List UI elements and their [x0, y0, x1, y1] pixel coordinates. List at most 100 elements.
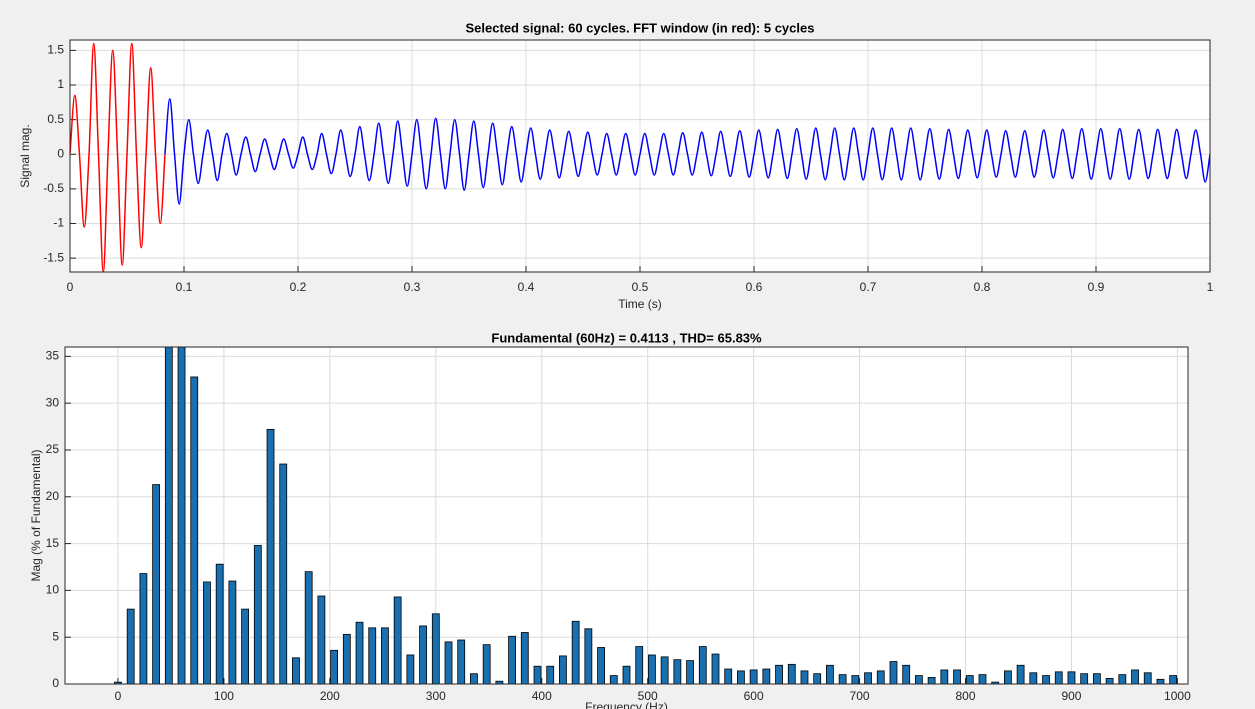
y-tick-label: -0.5 — [43, 181, 64, 195]
bar — [635, 646, 644, 684]
chart-title: Fundamental (60Hz) = 0.4113 , THD= 65.83… — [491, 330, 762, 345]
bar — [1042, 675, 1050, 684]
bar — [381, 627, 389, 684]
bar — [571, 620, 580, 684]
bar — [406, 654, 415, 684]
bar — [787, 663, 796, 684]
y-tick-label: 25 — [46, 442, 60, 456]
x-tick-label: 700 — [850, 689, 870, 703]
bar — [482, 644, 491, 684]
chart-title: Selected signal: 60 cycles. FFT window (… — [466, 20, 815, 35]
bar — [520, 632, 529, 684]
signal-line — [70, 42, 166, 272]
x-tick-label: 0.3 — [404, 280, 421, 294]
x-tick-label: 400 — [532, 689, 552, 703]
bar — [800, 670, 809, 684]
bar — [876, 670, 885, 684]
bar — [190, 376, 199, 684]
bar — [292, 657, 300, 684]
bar — [978, 674, 987, 684]
bar — [444, 641, 453, 684]
bar — [838, 674, 847, 684]
bar — [711, 653, 720, 684]
bar — [1054, 671, 1063, 684]
x-tick-label: 200 — [320, 689, 340, 703]
bar — [266, 428, 275, 684]
bar — [241, 608, 249, 684]
y-tick-label: 20 — [46, 489, 60, 503]
bar — [724, 668, 733, 684]
x-tick-label: 800 — [956, 689, 976, 703]
bar — [609, 675, 618, 684]
x-tick-label: 100 — [214, 689, 234, 703]
bar — [1143, 672, 1152, 684]
bar — [533, 665, 542, 684]
bar — [698, 646, 707, 684]
bar — [597, 647, 605, 684]
y-tick-label: 0.5 — [47, 112, 64, 126]
x-tick-label: 0.4 — [518, 280, 535, 294]
bar — [813, 673, 822, 684]
bar — [1118, 674, 1127, 684]
y-tick-label: 30 — [46, 395, 60, 409]
y-axis-label: Mag (% of Fundamental) — [29, 449, 43, 581]
bar — [673, 659, 682, 684]
x-axis-label: Frequency (Hz) — [585, 700, 668, 709]
x-tick-label: 0.6 — [746, 280, 763, 294]
bar — [737, 670, 745, 684]
bar — [152, 484, 161, 684]
signal-line — [164, 98, 1210, 205]
x-tick-label: 0.2 — [290, 280, 307, 294]
bar — [622, 665, 631, 684]
x-tick-label: 0.9 — [1088, 280, 1105, 294]
bar — [1004, 670, 1012, 684]
axes-box — [64, 346, 1189, 685]
bar — [393, 596, 402, 684]
x-tick-label: 1000 — [1164, 689, 1191, 703]
x-tick-label: 0 — [67, 280, 74, 294]
bar — [139, 573, 148, 684]
x-tick-label: 0.7 — [860, 280, 877, 294]
bar — [164, 347, 173, 684]
bar — [559, 655, 567, 684]
bar — [851, 675, 860, 684]
bar — [826, 664, 834, 684]
y-tick-label: 1 — [57, 77, 64, 91]
bar — [902, 664, 911, 684]
bar — [1092, 673, 1101, 684]
bar — [368, 627, 377, 684]
bar — [991, 681, 1000, 684]
bar — [889, 661, 898, 684]
x-tick-label: 0.8 — [974, 280, 991, 294]
bar — [1131, 669, 1139, 684]
bar — [546, 665, 555, 684]
bar — [775, 664, 783, 684]
bar — [648, 654, 656, 684]
bar — [203, 581, 211, 684]
bar — [470, 673, 478, 684]
x-tick-label: 900 — [1061, 689, 1081, 703]
bar — [1016, 664, 1025, 684]
bar — [1080, 673, 1089, 684]
y-tick-label: 15 — [46, 536, 60, 550]
x-tick-label: 300 — [426, 689, 446, 703]
bar — [457, 639, 466, 684]
y-tick-label: 35 — [46, 349, 60, 363]
y-tick-label: 0 — [52, 676, 59, 690]
y-tick-label: 1.5 — [47, 43, 64, 57]
bar — [915, 675, 923, 684]
bar — [762, 668, 771, 684]
y-tick-label: 10 — [46, 583, 60, 597]
bar — [114, 681, 122, 684]
bar — [342, 633, 351, 684]
bar — [431, 613, 440, 684]
bar — [279, 463, 288, 684]
x-tick-label: 0 — [115, 689, 122, 703]
bar — [686, 660, 694, 684]
bar — [1105, 677, 1114, 684]
bar — [317, 595, 326, 684]
x-axis-label: Time (s) — [618, 297, 662, 311]
bar — [940, 669, 949, 684]
